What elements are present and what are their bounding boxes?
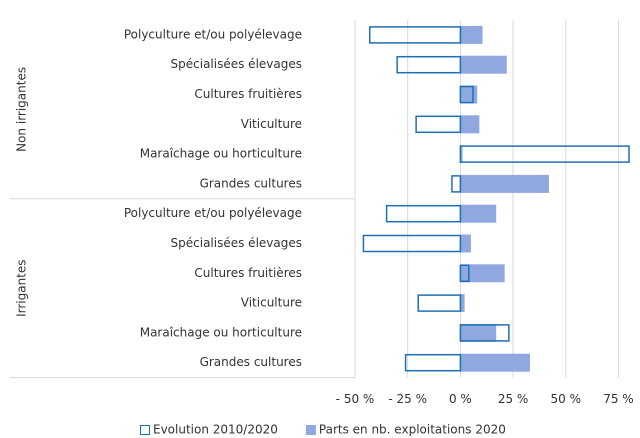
category-label: Maraîchage ou horticulture [140,325,302,339]
bar-outline [369,26,462,44]
group-label: Non irrigantes [15,67,29,152]
category-label: Cultures fruitières [194,87,302,101]
bar [460,353,530,372]
category-label: Cultures fruitières [194,266,302,280]
category-label: Spécialisées élevages [171,57,302,71]
bar-outline [396,55,462,74]
bar [460,115,480,134]
bar-outline [417,294,462,312]
bar-outline [451,175,462,193]
category-label: Grandes cultures [200,176,302,190]
bar-outline [362,234,462,253]
category-label: Maraîchage ou horticulture [140,147,302,161]
legend-label: Evolution 2010/2020 [153,423,278,437]
category-label: Grandes cultures [200,355,302,369]
bar-outline [459,145,630,163]
bar [460,264,505,283]
bar [460,323,497,342]
bar [460,25,483,44]
legend-swatch [305,425,316,435]
bar [460,85,478,104]
x-tick-label: - 25 % [388,392,427,406]
bar [460,145,463,164]
bar-outline [459,264,470,283]
bar [460,204,497,223]
bar-outline [404,353,462,372]
x-tick-label: - 50 % [336,392,375,406]
bar [460,234,471,253]
x-tick-label: 50 % [551,392,582,406]
bar-outline [385,204,462,223]
category-label: Viticulture [241,117,302,131]
bar-outline [459,85,474,104]
bar [460,294,465,313]
bar-outline [415,115,462,134]
x-tick-label: 0 % [449,392,472,406]
legend-swatch [140,425,150,435]
group-label: Irrigantes [15,259,29,316]
category-label: Polyculture et/ou polyélevage [124,27,302,41]
x-tick-label: 75 % [603,392,634,406]
legend-label: Parts en nb. exploitations 2020 [319,423,506,437]
bar [460,55,507,74]
category-label: Polyculture et/ou polyélevage [124,206,302,220]
category-label: Viticulture [241,296,302,310]
bar [460,174,549,193]
bar-outline [459,324,510,342]
category-label: Spécialisées élevages [171,236,302,250]
x-tick-label: 25 % [498,392,529,406]
